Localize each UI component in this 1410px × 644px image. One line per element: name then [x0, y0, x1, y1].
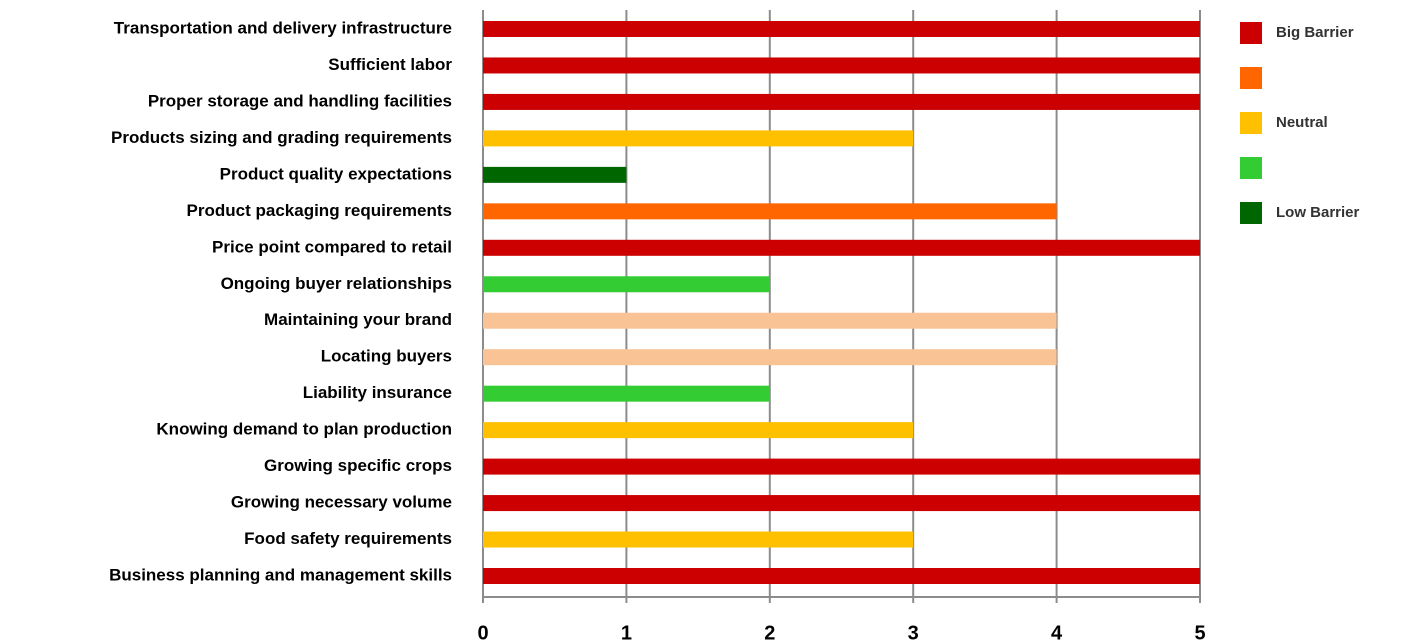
- bar: [483, 349, 1057, 366]
- bar: [483, 166, 627, 183]
- x-tick-label: 3: [908, 622, 919, 644]
- bar: [483, 495, 1200, 512]
- legend-swatch: [1240, 22, 1262, 44]
- bar: [483, 93, 1200, 110]
- y-tick-label: Product quality expectations: [220, 164, 452, 183]
- x-tick-label: 5: [1194, 622, 1205, 644]
- x-tick-label: 4: [1051, 622, 1063, 644]
- x-tick-label: 1: [621, 622, 632, 644]
- legend-swatch: [1240, 202, 1262, 224]
- legend-swatch: [1240, 67, 1262, 89]
- bar: [483, 239, 1200, 256]
- y-tick-label: Growing specific crops: [264, 456, 452, 475]
- y-tick-label: Liability insurance: [303, 383, 452, 402]
- y-tick-label: Business planning and management skills: [109, 565, 452, 584]
- legend-swatch: [1240, 157, 1262, 179]
- bar: [483, 531, 914, 548]
- y-tick-label: Maintaining your brand: [264, 310, 452, 329]
- bar: [483, 568, 1200, 584]
- bar: [483, 312, 1057, 329]
- legend-swatch: [1240, 112, 1262, 134]
- y-tick-label: Food safety requirements: [244, 529, 452, 548]
- x-tick-label: 2: [764, 622, 775, 644]
- bar: [483, 203, 1057, 220]
- y-tick-label: Knowing demand to plan production: [156, 420, 452, 439]
- y-tick-label: Proper storage and handling facilities: [148, 91, 452, 110]
- y-tick-label: Sufficient labor: [328, 55, 452, 74]
- y-tick-label: Ongoing buyer relationships: [221, 274, 452, 293]
- legend-label: Low Barrier: [1276, 204, 1360, 221]
- y-tick-label: Transportation and delivery infrastructu…: [114, 18, 452, 37]
- bar: [483, 57, 1200, 74]
- bar: [483, 276, 770, 293]
- bar: [483, 21, 1200, 37]
- bar: [483, 458, 1200, 475]
- y-tick-label: Product packaging requirements: [187, 201, 452, 220]
- y-tick-label: Price point compared to retail: [212, 237, 452, 256]
- y-tick-label: Growing necessary volume: [231, 493, 452, 512]
- bar: [483, 422, 914, 439]
- x-tick-label: 0: [477, 622, 488, 644]
- legend-label: Neutral: [1276, 114, 1328, 131]
- legend-label: Big Barrier: [1276, 24, 1354, 41]
- y-tick-label: Locating buyers: [321, 347, 452, 366]
- y-tick-label: Products sizing and grading requirements: [111, 128, 452, 147]
- bar: [483, 385, 770, 402]
- bar: [483, 130, 914, 147]
